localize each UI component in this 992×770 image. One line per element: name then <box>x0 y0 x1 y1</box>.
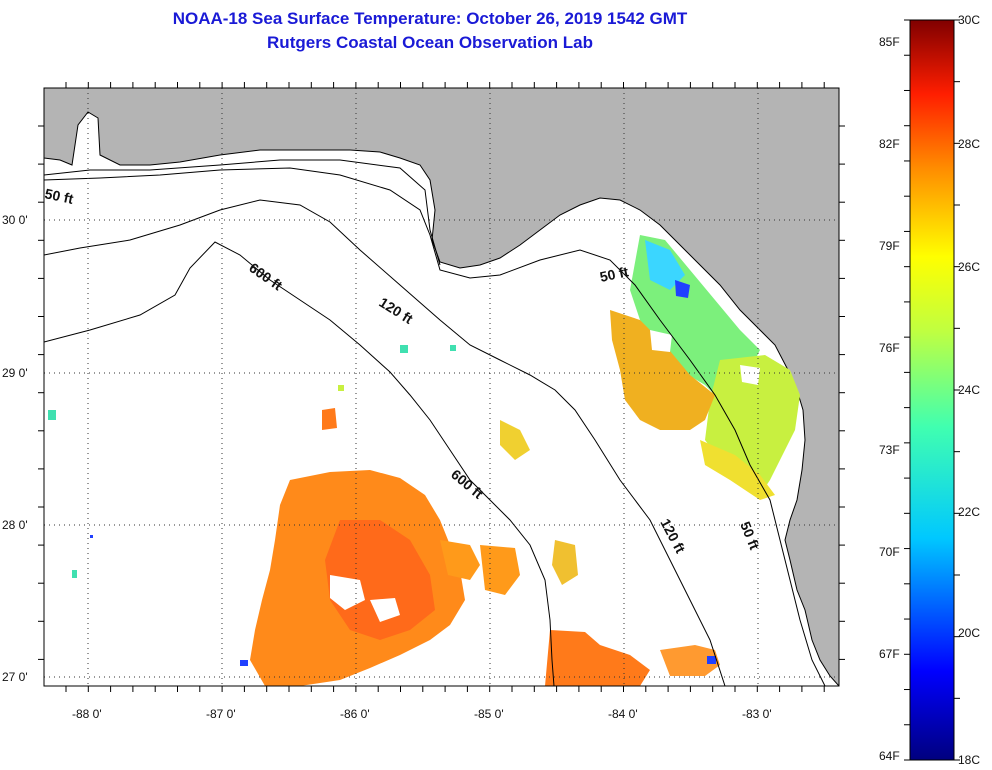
colorbar-f-label: 64F <box>879 749 900 763</box>
lat-label: 28 0' <box>2 518 28 532</box>
map-title: NOAA-18 Sea Surface Temperature: October… <box>172 9 688 28</box>
colorbar <box>909 19 955 761</box>
lon-label: -83 0' <box>742 707 772 721</box>
colorbar-c-label: 24C <box>958 383 980 397</box>
colorbar-f-label: 70F <box>879 545 900 559</box>
map-frame <box>43 87 840 687</box>
sst-specks <box>48 345 456 666</box>
colorbar-f-label: 85F <box>879 35 900 49</box>
colorbar-f-label: 73F <box>879 443 900 457</box>
colorbar-f-label: 79F <box>879 239 900 253</box>
lat-label: 30 0' <box>2 213 28 227</box>
sst-field-south <box>500 420 720 686</box>
sst-field-southwest <box>250 408 520 686</box>
colorbar-c-label: 20C <box>958 626 980 640</box>
contour-label-50ft-fl: 50 ft <box>598 263 630 285</box>
colorbar-f-label: 82F <box>879 137 900 151</box>
contour-600ft <box>44 241 555 686</box>
contour-label-50ft-nw: 50 ft <box>43 185 75 207</box>
lon-label: -87 0' <box>206 707 236 721</box>
colorbar-c-label: 18C <box>958 753 980 767</box>
colorbar-c-label: 30C <box>958 13 980 27</box>
colorbar-ticks <box>904 19 960 761</box>
lon-label: -84 0' <box>608 707 638 721</box>
axis-ticks <box>38 82 845 692</box>
lon-label: -85 0' <box>474 707 504 721</box>
colorbar-c-label: 26C <box>958 260 980 274</box>
colorbar-f-label: 67F <box>879 647 900 661</box>
colorbar-c-label: 28C <box>958 137 980 151</box>
land-mass <box>44 88 839 686</box>
lat-label: 27 0' <box>2 670 28 684</box>
map-subtitle: Rutgers Coastal Ocean Observation Lab <box>267 33 593 52</box>
lat-label: 29 0' <box>2 366 28 380</box>
sst-field-northeast <box>610 235 800 500</box>
contour-120ft <box>44 199 726 686</box>
contour-50ft <box>44 167 826 686</box>
lon-label: -86 0' <box>340 707 370 721</box>
coastline <box>44 159 441 266</box>
colorbar-c-label: 22C <box>958 505 980 519</box>
lon-label: -88 0' <box>72 707 102 721</box>
colorbar-f-label: 76F <box>879 341 900 355</box>
